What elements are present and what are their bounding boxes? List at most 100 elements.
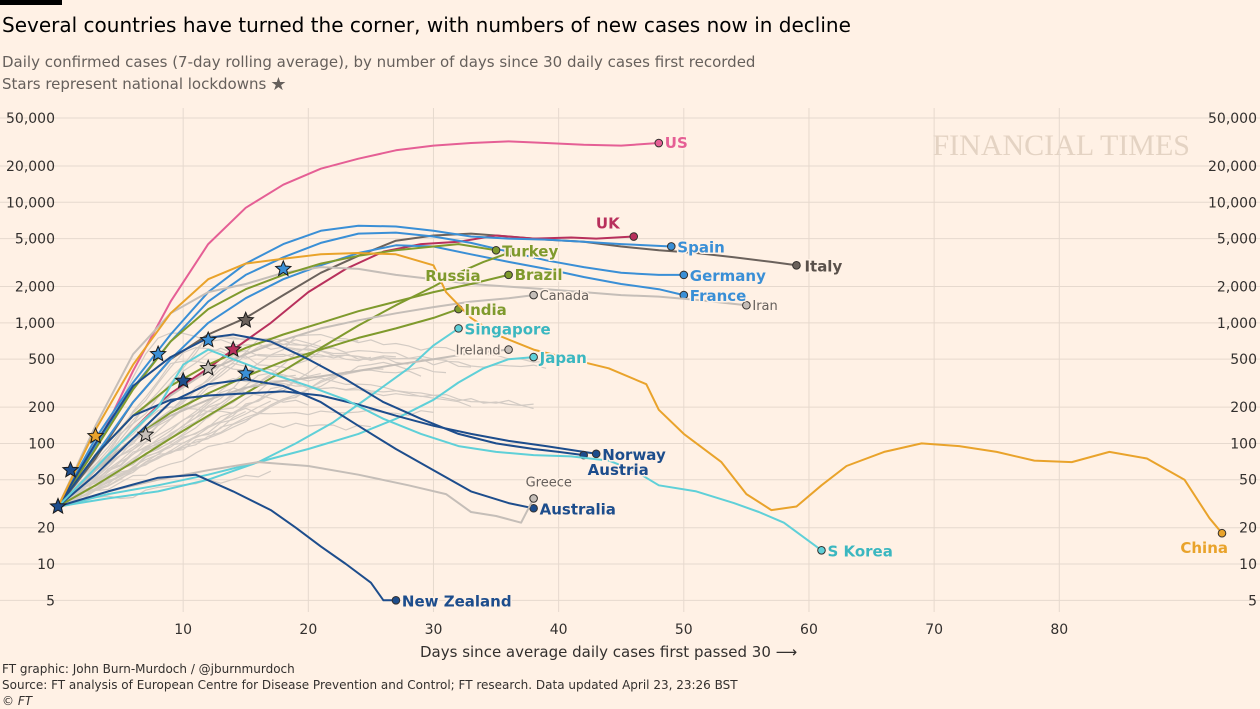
y-tick-label: 20,000: [6, 159, 55, 175]
end-point-s-korea: [817, 545, 826, 555]
end-point-norway: [591, 449, 601, 459]
end-point-germany: [679, 270, 689, 280]
y-tick-label: 20: [37, 521, 55, 537]
series-label-new-zealand: New Zealand: [402, 592, 512, 610]
lockdown-star: [199, 330, 218, 348]
series-line-new-zealand: [57, 473, 396, 602]
y-tick-label: 500: [28, 352, 55, 368]
series-label-russia: Russia: [425, 267, 480, 285]
lockdown-star: [49, 497, 67, 515]
y-tick-label-right: 200: [1230, 400, 1257, 416]
y-tick-label: 200: [28, 400, 55, 416]
lockdown-stars: [49, 259, 293, 515]
x-tick-label: 30: [425, 622, 443, 638]
lockdown-star: [274, 259, 293, 277]
series-label-turkey: Turkey: [502, 242, 558, 260]
lockdown-star: [236, 364, 255, 382]
series-label-us: US: [665, 134, 688, 152]
y-tick-label: 10,000: [6, 195, 55, 211]
end-point-singapore: [454, 324, 463, 333]
x-tick-label: 10: [174, 622, 192, 638]
y-tick-label-right: 10: [1239, 557, 1257, 573]
lockdown-star: [136, 425, 155, 443]
y-axis: 5 5 10 10 20 20 50 50 100 100 200 200 500 500 1,000 1,0…: [6, 111, 1257, 609]
end-point-new-zealand: [391, 596, 401, 605]
y-tick-label-right: 5: [1248, 593, 1257, 609]
lockdown-star: [61, 460, 80, 478]
series-label-canada: Canada: [540, 289, 589, 304]
chart-subtitle-lockdowns: Stars represent national lockdowns ★: [2, 74, 286, 95]
chart-subtitle: Daily confirmed cases (7-day rolling ave…: [2, 53, 756, 71]
other-country-line: [57, 334, 472, 508]
line-chart: FINANCIAL TIMES 5 5 10 10 20 20 50 50 100 100 200 2…: [0, 108, 1260, 660]
y-tick-label-right: 2,000: [1217, 280, 1257, 296]
series-line-france: [57, 244, 685, 508]
end-point-brazil: [504, 270, 513, 280]
series-label-spain: Spain: [677, 238, 724, 256]
y-tick-label-right: 500: [1230, 352, 1257, 368]
other-country-line: [57, 368, 384, 505]
y-tick-label: 100: [28, 436, 55, 452]
y-tick-label-right: 50,000: [1208, 111, 1257, 127]
x-axis: 10 20 30 40 50 60 70 80: [174, 622, 1068, 638]
end-point-uk: [629, 232, 639, 241]
x-tick-label: 60: [800, 622, 818, 638]
other-country-line: [57, 347, 547, 506]
series-label-india: India: [465, 301, 507, 319]
lockdown-star: [236, 311, 255, 328]
x-tick-label: 80: [1050, 622, 1068, 638]
series-label-s-korea: S Korea: [827, 542, 892, 560]
other-country-line: [57, 377, 534, 510]
lockdown-star: [224, 340, 243, 358]
series-label-iran: Iran: [752, 299, 777, 314]
y-tick-label-right: 20: [1239, 521, 1257, 537]
series-label-france: France: [690, 287, 747, 305]
series-label-australia: Australia: [540, 500, 616, 518]
y-tick-label: 50,000: [6, 111, 55, 127]
series-label-japan: Japan: [539, 349, 587, 367]
series-line-us: [57, 140, 659, 508]
end-point-italy: [792, 261, 801, 270]
series-line-greece: [57, 461, 535, 524]
y-tick-label: 5,000: [15, 232, 55, 248]
other-country-line: [57, 372, 534, 505]
series-label-uk: UK: [596, 215, 621, 233]
lockdown-star: [199, 358, 218, 376]
series-label-norway: Norway: [602, 446, 666, 464]
end-point-australia: [529, 503, 538, 513]
lockdown-star: [174, 371, 193, 389]
series-label-austria: Austria: [588, 461, 649, 479]
end-point-ireland: [504, 345, 513, 354]
y-tick-label: 5: [46, 593, 55, 609]
chart-title: Several countries have turned the corner…: [2, 13, 851, 37]
lockdown-note: Stars represent national lockdowns: [2, 75, 267, 93]
end-point-china: [1217, 528, 1227, 538]
y-tick-label-right: 20,000: [1208, 159, 1257, 175]
series-label-germany: Germany: [690, 267, 766, 285]
series-line-s-korea: [57, 348, 823, 552]
y-tick-label-right: 50: [1239, 473, 1257, 489]
other-country-line: [57, 335, 334, 505]
series-line-japan: [57, 356, 534, 508]
series-line-china: [57, 252, 1223, 534]
lockdown-star: [149, 344, 167, 362]
other-country-line: [57, 333, 547, 505]
series-lines: [57, 138, 1227, 605]
gridlines: [0, 108, 1260, 612]
other-country-line: [57, 370, 259, 507]
x-tick-label: 40: [550, 622, 568, 638]
end-point-japan: [529, 352, 538, 362]
watermark: FINANCIAL TIMES: [932, 129, 1190, 162]
y-tick-label: 1,000: [15, 316, 55, 332]
footer-copyright: © FT: [2, 694, 33, 708]
end-point-turkey: [491, 245, 501, 255]
footer-source: Source: FT analysis of European Centre f…: [2, 678, 738, 692]
lockdown-star: [86, 426, 105, 444]
series-label-greece: Greece: [526, 475, 572, 490]
x-tick-label: 50: [675, 622, 693, 638]
other-country-line: [57, 422, 371, 506]
series-label-singapore: Singapore: [465, 320, 551, 338]
y-tick-label: 2,000: [15, 280, 55, 296]
series-label-italy: Italy: [804, 257, 842, 275]
series-label-brazil: Brazil: [515, 266, 563, 284]
